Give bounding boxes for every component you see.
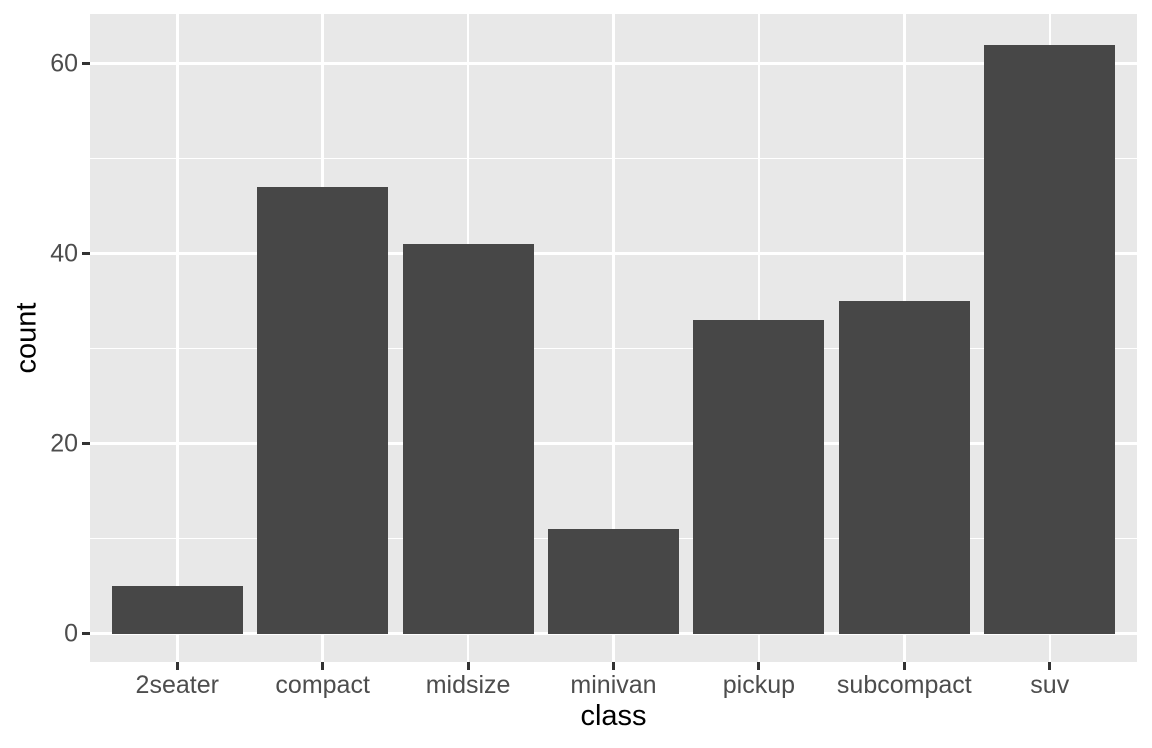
y-tick-mark — [82, 632, 90, 635]
major-gridline-vertical — [176, 14, 179, 662]
x-tick-label: minivan — [570, 671, 657, 699]
bar-compact — [257, 187, 389, 634]
bar-2seater — [111, 586, 243, 634]
x-tick-mark — [175, 662, 179, 670]
bar-midsize — [402, 244, 534, 634]
x-axis-title: class — [580, 700, 647, 732]
plot-panel — [90, 14, 1137, 662]
x-tick-mark — [321, 662, 325, 670]
x-tick-label: compact — [275, 671, 370, 699]
bar-pickup — [693, 320, 825, 634]
x-tick-mark — [757, 662, 761, 670]
bar-minivan — [548, 529, 679, 634]
y-tick-mark — [82, 62, 90, 65]
bar-suv — [984, 44, 1116, 634]
y-tick-label: 0 — [64, 619, 78, 647]
y-tick-label: 60 — [50, 49, 78, 77]
y-tick-mark — [82, 442, 90, 445]
x-tick-label: 2seater — [135, 671, 219, 699]
bar-subcompact — [838, 301, 970, 634]
x-tick-mark — [466, 662, 470, 670]
y-axis-title: count — [10, 302, 43, 374]
x-tick-label: suv — [1030, 671, 1070, 699]
x-tick-label: midsize — [425, 671, 511, 699]
y-tick-label: 20 — [50, 429, 78, 457]
x-tick-mark — [612, 662, 615, 670]
y-tick-mark — [82, 252, 90, 255]
x-tick-label: pickup — [722, 671, 796, 699]
major-gridline-vertical — [612, 14, 615, 662]
x-tick-mark — [1048, 662, 1052, 670]
x-tick-mark — [902, 662, 906, 670]
y-tick-label: 40 — [50, 239, 78, 267]
x-tick-label: subcompact — [836, 671, 972, 699]
